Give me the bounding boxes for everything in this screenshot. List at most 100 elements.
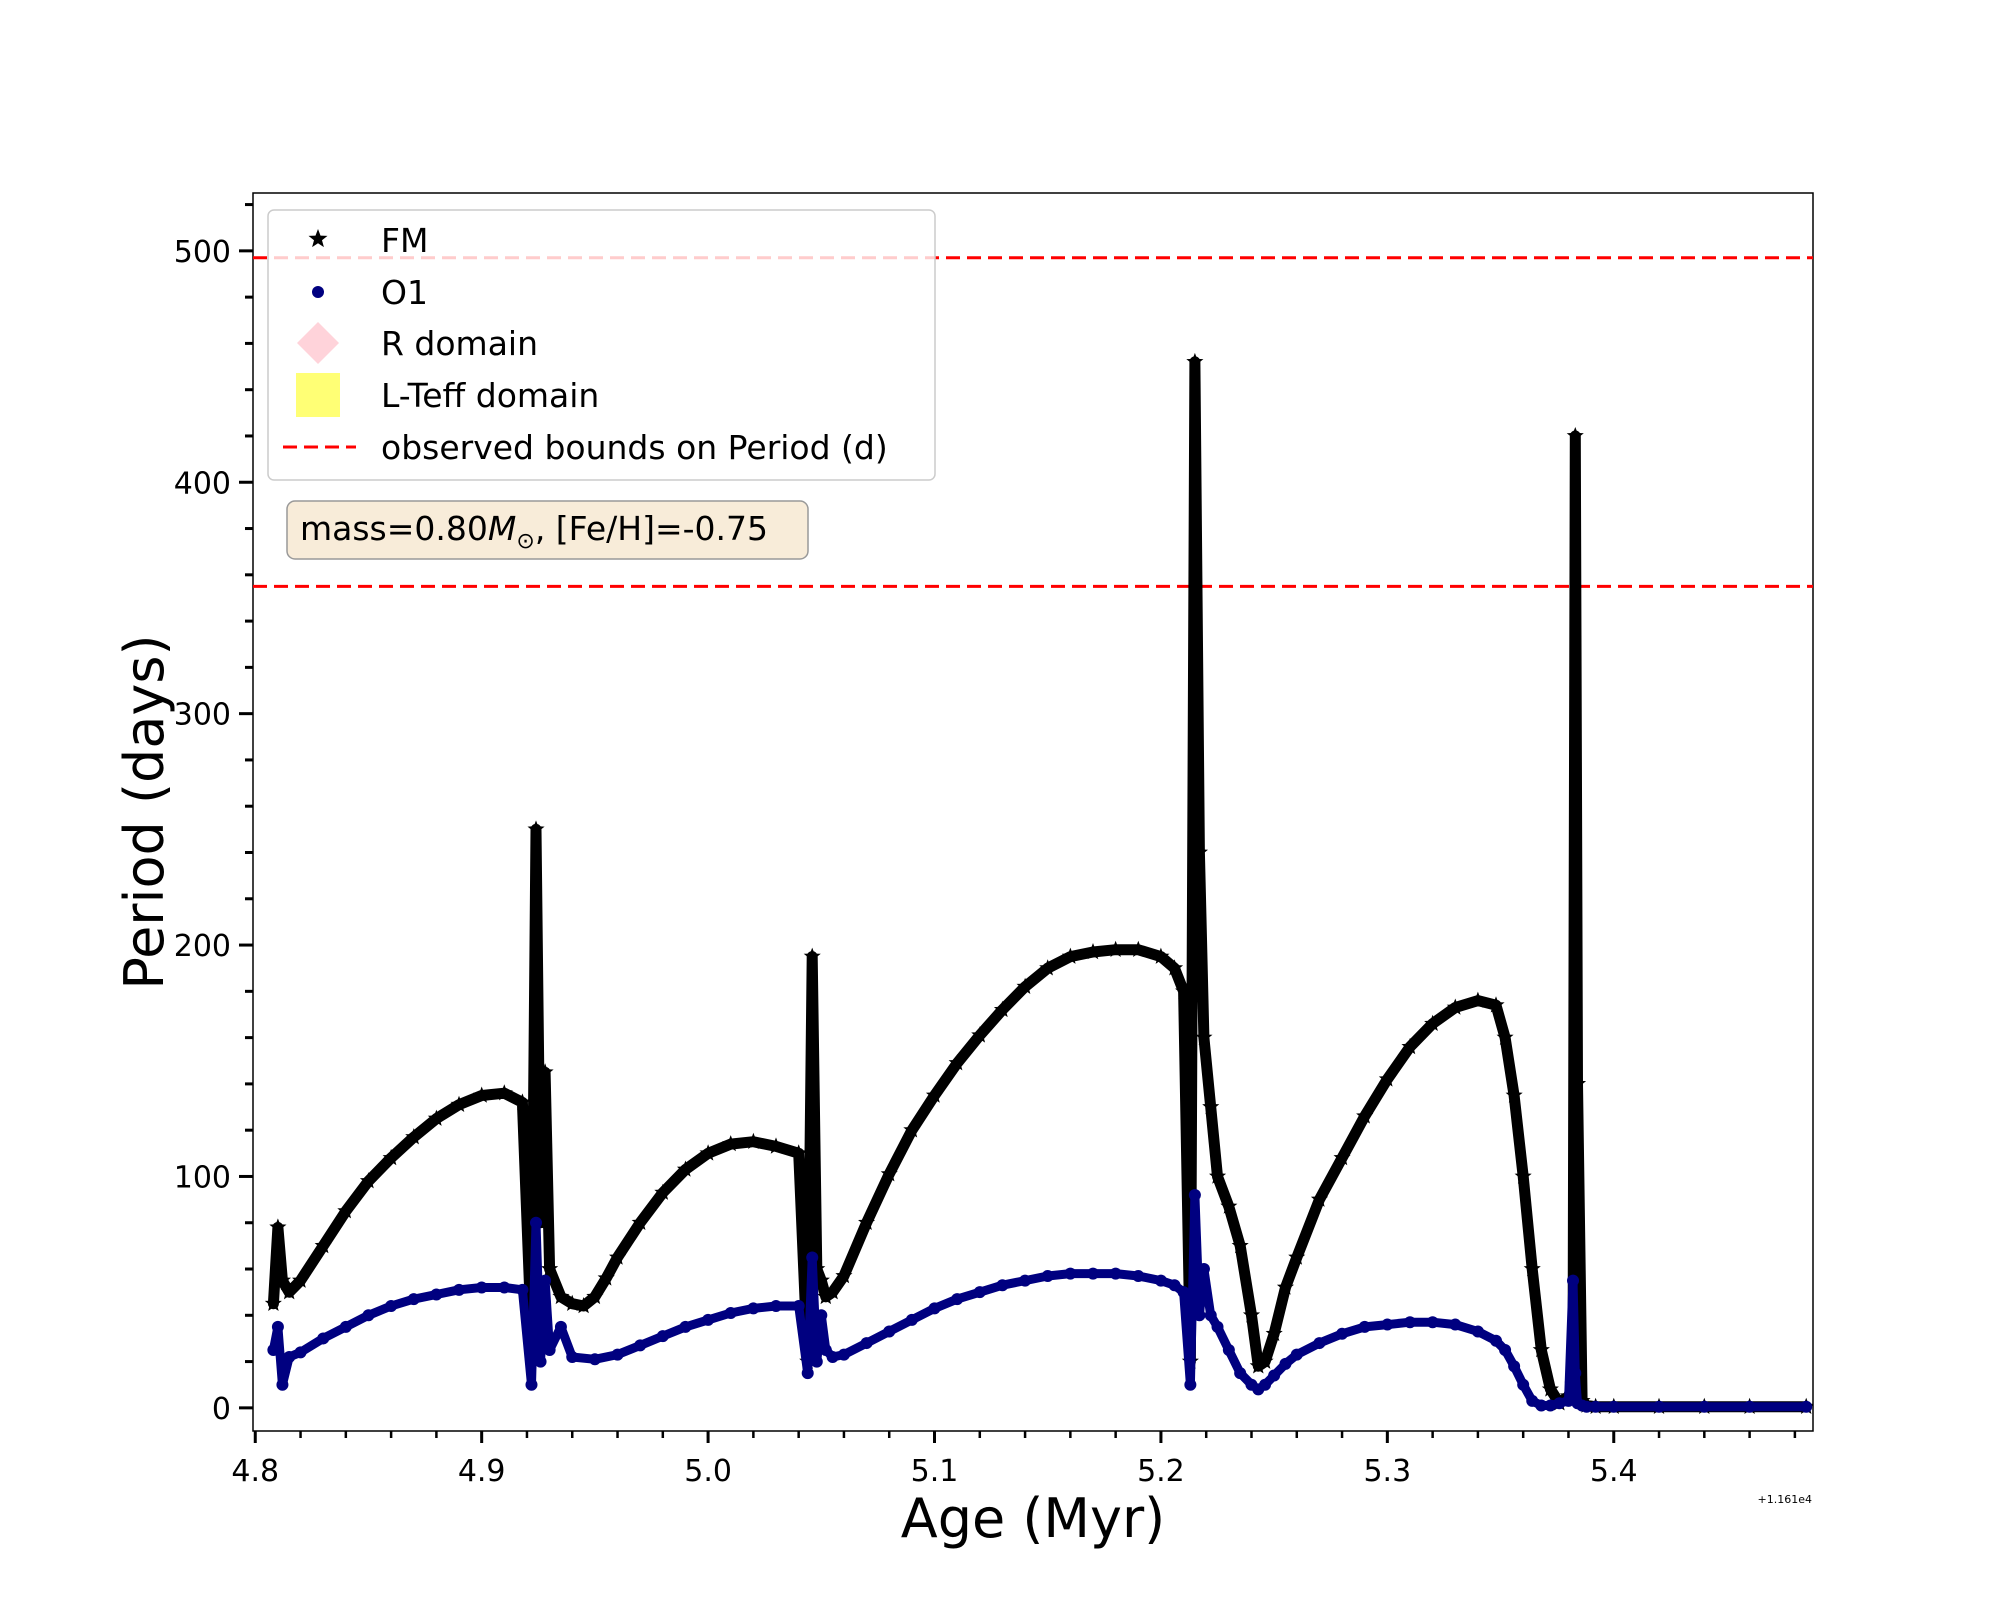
x-offset-label: +1.161e4	[1758, 1493, 1812, 1506]
data-point	[1449, 1318, 1462, 1331]
x-tick-label: 5.4	[1590, 1454, 1638, 1489]
data-point	[407, 1293, 420, 1306]
data-point	[815, 1309, 828, 1322]
data-point	[770, 1300, 783, 1313]
y-tick-label: 100	[174, 1160, 231, 1195]
data-point	[1039, 959, 1057, 976]
data-point	[1019, 1274, 1032, 1287]
data-point	[317, 1332, 330, 1345]
data-point	[1061, 947, 1079, 964]
y-tick-label: 400	[174, 466, 231, 501]
data-point	[273, 1271, 291, 1288]
legend-box	[267, 209, 936, 481]
data-point	[1249, 1357, 1267, 1374]
data-point	[1279, 1357, 1292, 1370]
data-point	[1589, 1400, 1602, 1413]
data-point	[1508, 1360, 1521, 1373]
data-point	[385, 1300, 398, 1313]
data-point	[575, 1297, 593, 1314]
legend-label: R domain	[381, 324, 538, 363]
legend-label: L-Teff domain	[381, 376, 599, 415]
data-point	[1290, 1348, 1303, 1361]
data-point	[801, 1367, 814, 1380]
data-point	[767, 1137, 785, 1154]
data-point	[1569, 1367, 1582, 1380]
data-point	[539, 1274, 552, 1287]
data-point	[1276, 1278, 1294, 1295]
data-point	[1211, 1320, 1224, 1333]
data-point	[280, 1283, 298, 1300]
legend-label: O1	[381, 273, 428, 312]
data-point	[948, 1054, 966, 1071]
data-point	[928, 1302, 941, 1315]
x-tick-label: 5.3	[1363, 1454, 1411, 1489]
data-point	[1195, 1028, 1213, 1045]
data-point	[588, 1353, 601, 1366]
data-point	[806, 1251, 819, 1264]
data-point	[1204, 1309, 1217, 1322]
data-point	[1401, 1037, 1419, 1055]
data-point	[453, 1283, 466, 1296]
data-point	[679, 1320, 692, 1333]
data-point	[1580, 1400, 1593, 1413]
legend-item: R domain	[297, 322, 538, 364]
data-point	[611, 1348, 624, 1361]
data-point	[1132, 1269, 1145, 1282]
legend-item: L-Teff domain	[296, 373, 599, 417]
data-point	[1356, 1107, 1374, 1124]
series-o1	[267, 1188, 1813, 1413]
series-layer	[264, 352, 1813, 1414]
data-point	[824, 1283, 842, 1300]
data-point	[294, 1346, 307, 1359]
legend-label: FM	[381, 221, 428, 260]
data-point	[362, 1309, 375, 1322]
x-tick-label: 5.1	[911, 1454, 959, 1489]
data-point	[1242, 1306, 1261, 1323]
legend-item: O1	[312, 273, 428, 312]
data-point	[427, 1109, 445, 1126]
data-point	[925, 1086, 944, 1103]
data-point	[566, 1350, 579, 1363]
data-point	[314, 1236, 332, 1254]
data-point	[1016, 977, 1034, 994]
data-point	[996, 1279, 1009, 1292]
data-point	[1087, 1267, 1099, 1280]
data-point	[1109, 1267, 1122, 1280]
data-point	[1310, 1190, 1328, 1207]
data-point	[1499, 1344, 1512, 1357]
data-point	[724, 1306, 737, 1319]
data-point	[1562, 1394, 1575, 1407]
data-point	[1469, 991, 1487, 1008]
data-point	[634, 1339, 647, 1352]
data-point	[1202, 1098, 1220, 1115]
y-tick-label: 500	[174, 235, 231, 270]
data-point	[1220, 1197, 1238, 1214]
data-point	[1265, 1324, 1283, 1342]
data-point	[1523, 1260, 1541, 1277]
data-point	[1517, 1378, 1530, 1391]
data-point	[812, 1271, 830, 1288]
data-point	[1544, 1399, 1557, 1412]
data-point	[516, 1283, 529, 1296]
data-point	[359, 1172, 377, 1189]
data-point	[552, 1287, 570, 1305]
data-point	[1222, 1344, 1235, 1357]
data-point	[1154, 1274, 1167, 1287]
data-point	[339, 1320, 352, 1333]
data-point	[1084, 943, 1102, 960]
data-point	[631, 1213, 649, 1230]
data-point	[525, 1378, 538, 1391]
data-point	[951, 1293, 964, 1306]
data-point	[1184, 1378, 1197, 1391]
data-point	[1424, 1014, 1442, 1031]
data-point	[1259, 1378, 1272, 1391]
data-point	[554, 1320, 567, 1333]
data-point	[1268, 1369, 1281, 1382]
data-point	[810, 1355, 823, 1368]
data-point	[283, 1350, 296, 1363]
data-point	[1698, 1400, 1711, 1413]
data-point	[1336, 1327, 1349, 1340]
y-axis: 0 100 200 300 400 500	[174, 203, 253, 1427]
data-point	[1129, 940, 1147, 957]
data-point	[1496, 1028, 1514, 1045]
